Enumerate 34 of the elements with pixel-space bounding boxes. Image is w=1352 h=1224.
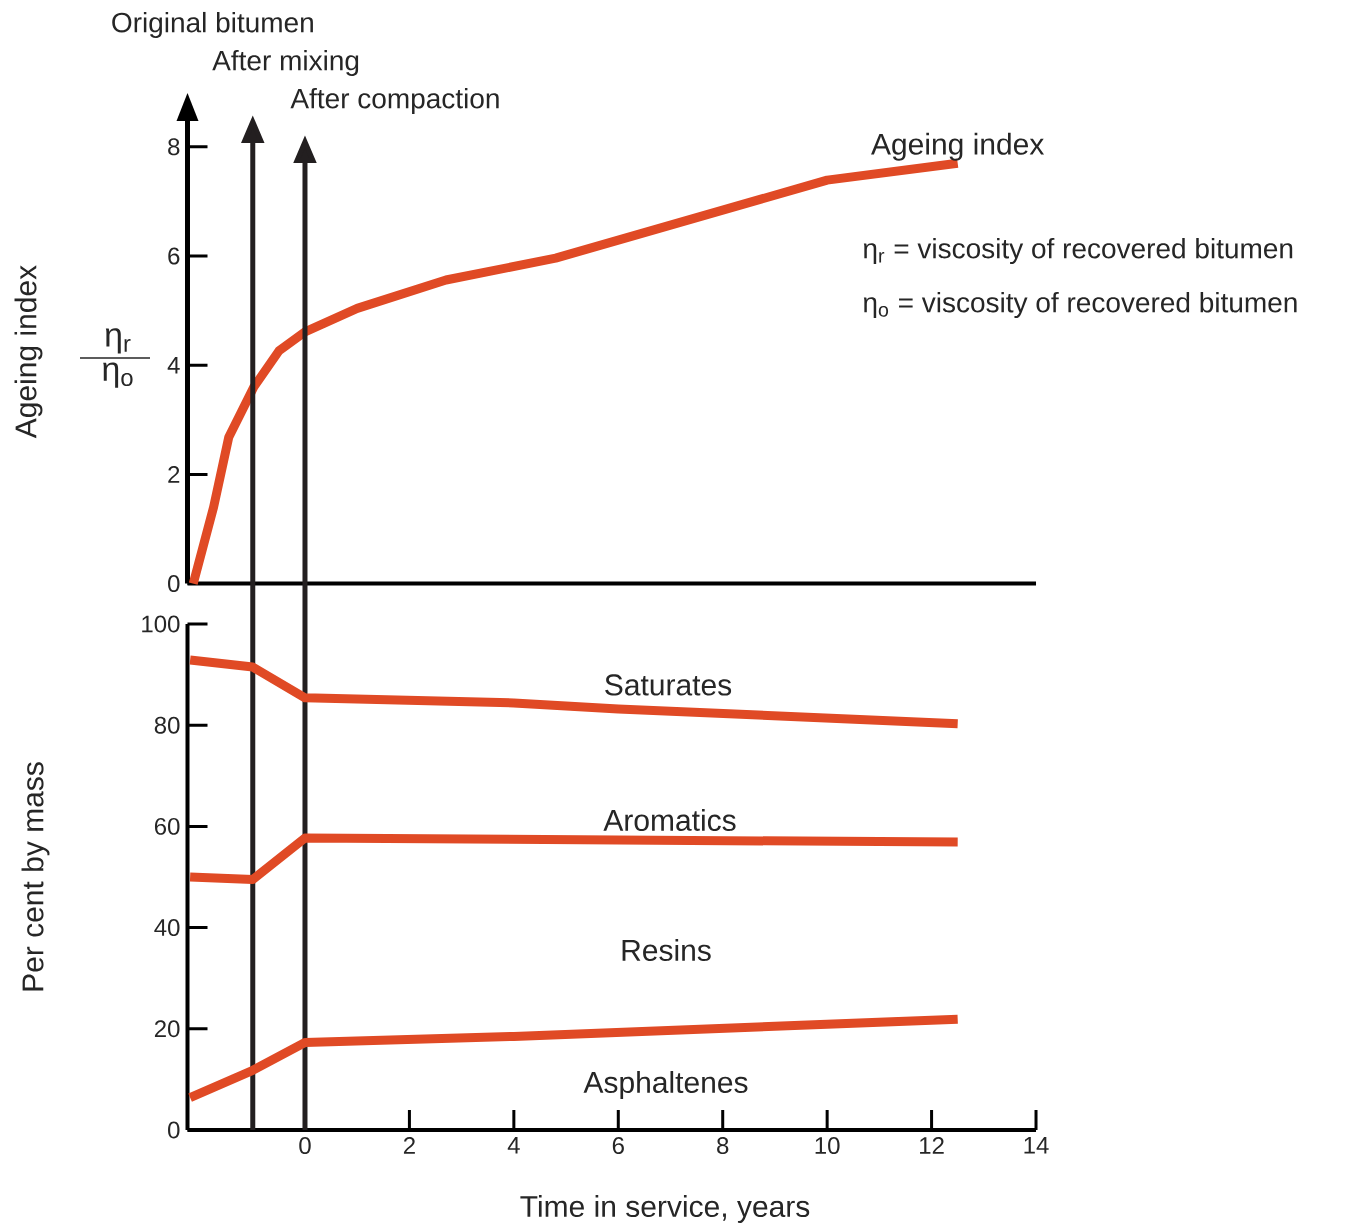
- y-tick-label: 2: [168, 466, 180, 483]
- y-tick-label: 4: [167, 356, 180, 374]
- ref-line-label: After mixing: [212, 49, 359, 77]
- x-tick-label: 0: [299, 1137, 311, 1155]
- annotation: Asphaltenes: [583, 1071, 748, 1099]
- x-tick-label: 4: [507, 1137, 520, 1154]
- annotation: η$_{o}$ = viscosity of recovered bitumen: [863, 291, 1297, 319]
- y-axis-title: Per cent by mass: [21, 762, 50, 991]
- x-tick-label: 12: [920, 1137, 944, 1154]
- y-axis-title: Ageing index: [14, 265, 43, 439]
- y-tick-label: 60: [154, 817, 180, 835]
- annotation: Saturates: [605, 674, 732, 696]
- text: η$_{r}$: [105, 328, 131, 354]
- y-tick-label: 20: [154, 1020, 180, 1038]
- ref-line-label: After compaction: [290, 87, 499, 115]
- annotation: Resins: [622, 938, 711, 961]
- x-tick-label: 6: [612, 1137, 624, 1155]
- x-axis-title: Time in service, years: [520, 1195, 810, 1224]
- x-tick-label: 8: [717, 1137, 729, 1155]
- text: Original bitumen: [112, 11, 313, 39]
- x-tick-label: 14: [1024, 1137, 1049, 1154]
- annotation: Aromatics: [603, 808, 736, 831]
- x-tick-label: 10: [815, 1137, 840, 1155]
- y-tick-label: 100: [142, 615, 180, 633]
- y-tick-label: 0: [168, 575, 180, 593]
- y-tick-label: 0: [168, 1121, 180, 1139]
- y-tick-label: 40: [154, 919, 180, 937]
- y-tick-label: 80: [154, 716, 180, 734]
- x-tick-label: 2: [403, 1137, 415, 1154]
- y-tick-label: 6: [168, 247, 180, 265]
- text: η$_{o}$: [103, 362, 133, 388]
- annotation: η$_{r}$ = viscosity of recovered bitumen: [863, 237, 1293, 265]
- y-tick-label: 8: [168, 138, 180, 156]
- series-label: Ageing index: [871, 132, 1045, 161]
